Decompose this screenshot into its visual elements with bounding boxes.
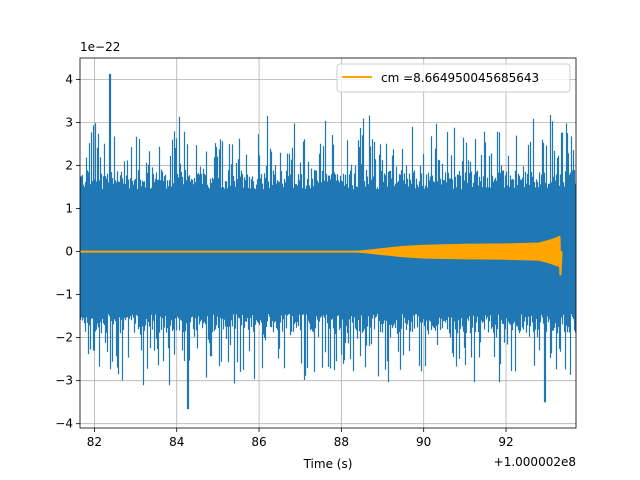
y-tick-label: 1: [65, 202, 73, 216]
y-tick-label: 4: [65, 73, 73, 87]
y-tick-label: 2: [65, 159, 73, 173]
series-chirp: [80, 235, 563, 276]
x-tick-label: 88: [334, 435, 349, 449]
x-tick-label: 84: [169, 435, 184, 449]
x-tick-label: 90: [416, 435, 431, 449]
x-tick-label: 82: [87, 435, 102, 449]
x-tick-label: 92: [498, 435, 513, 449]
y-tick-label: 3: [65, 116, 73, 130]
y-tick-label: −2: [55, 331, 73, 345]
plot-frame: [79, 57, 577, 429]
y-tick-label: −1: [55, 288, 73, 302]
y-scale-label: 1e−22: [80, 40, 120, 54]
y-tick-label: −4: [55, 417, 73, 431]
legend-label-chirp: cm =8.664950045685643: [381, 71, 539, 85]
chirp-merger-spike: [558, 236, 563, 276]
y-tick-label: 0: [65, 245, 73, 259]
legend-box: [336, 63, 571, 93]
x-axis-label: Time (s): [303, 457, 353, 471]
legend: cm =8.664950045685643: [336, 63, 571, 93]
y-axis-ticks: −4 −3 −2 −1 0 1 2 3 4: [55, 73, 80, 431]
x-offset-label: +1.000002e8: [494, 455, 576, 469]
x-axis-ticks: 82 84 86 88 90 92: [87, 428, 514, 449]
x-tick-label: 86: [251, 435, 266, 449]
y-tick-label: −3: [55, 374, 73, 388]
